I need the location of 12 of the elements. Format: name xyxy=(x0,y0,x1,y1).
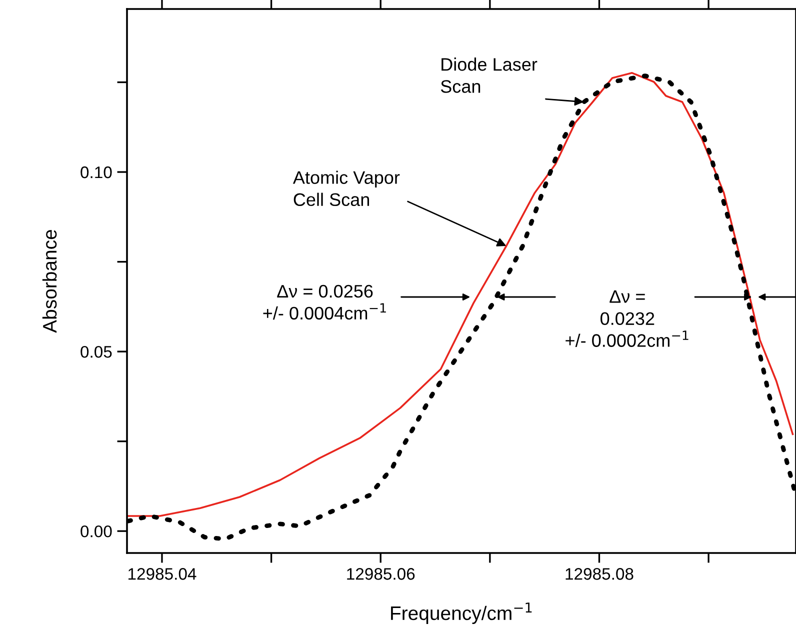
annotation: Δν = 0.0232 +/- 0.0002cm$^{−1}$ xyxy=(566,290,688,347)
x-tick-label: 12985.04 xyxy=(128,568,196,580)
y-tick-label: 0.10 xyxy=(80,166,112,178)
x-tick-label: 12985.08 xyxy=(566,568,634,580)
annotation: Atomic Vapor Cell Scan xyxy=(292,170,400,206)
y-tick-label: 0.05 xyxy=(80,346,112,358)
x-axis-title: Frequency/cm$^{−1}$ xyxy=(391,602,532,624)
annotation: Δν = 0.0256 +/- 0.0004cm$^{−1}$ xyxy=(263,284,386,320)
y-tick-label: 0.00 xyxy=(80,525,112,538)
y-axis-title: Absorbance xyxy=(42,230,57,333)
x-tick-label: 12985.06 xyxy=(347,568,415,580)
annotation: Diode Laser Scan xyxy=(440,58,538,93)
